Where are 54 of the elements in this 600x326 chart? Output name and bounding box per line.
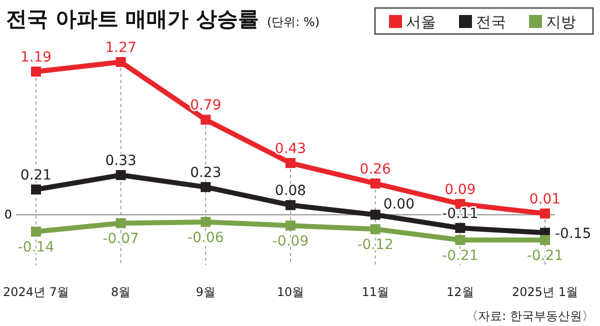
point: [455, 222, 466, 233]
x-tick-label: 8월: [111, 285, 131, 299]
data-label: 0.21: [20, 167, 52, 184]
data-label: -0.07: [102, 231, 139, 248]
point: [286, 200, 296, 210]
data-label: 0.00: [383, 196, 415, 213]
data-label: 0.09: [444, 182, 476, 198]
point: [540, 235, 550, 245]
point: [286, 220, 296, 231]
point: [540, 208, 550, 219]
data-label: -0.21: [526, 248, 564, 264]
x-tick-label: 12월: [446, 285, 474, 299]
data-label: 0.79: [190, 98, 222, 114]
point: [370, 224, 380, 234]
data-label: -0.14: [18, 240, 54, 256]
point: [116, 57, 126, 67]
point: [116, 170, 126, 180]
x-tick-label: 10월: [276, 285, 304, 299]
legend-label: 지방: [546, 13, 576, 31]
point: [200, 216, 211, 227]
point: [200, 182, 211, 192]
data-label: -0.12: [357, 237, 394, 254]
x-tick-label: 2024년 7월: [3, 285, 69, 299]
data-label: -0.06: [188, 230, 224, 246]
data-label: -0.11: [442, 206, 478, 222]
ref-line-label: 0: [4, 208, 12, 222]
point: [200, 114, 211, 125]
data-label: 1.27: [105, 40, 136, 56]
data-label: -0.09: [272, 234, 309, 250]
data-label: 1.19: [20, 50, 52, 66]
point: [116, 218, 126, 228]
legend-label: 서울: [406, 13, 436, 31]
data-label: 0.01: [529, 192, 561, 208]
legend-label: 전국: [476, 13, 506, 31]
chart-subtitle: (단위: %): [266, 15, 320, 29]
point: [31, 184, 41, 194]
point: [31, 66, 41, 77]
x-tick-label: 11월: [362, 285, 389, 299]
text: 〈자료: 한국부동산원〉: [466, 309, 594, 323]
point: [455, 235, 466, 245]
data-label: 0.33: [105, 153, 136, 170]
x-tick-label: 2025년 1월: [512, 285, 578, 299]
data-label: 0.26: [360, 161, 392, 178]
point: [370, 210, 380, 220]
x-tick-label: 9월: [196, 285, 216, 299]
point: [31, 226, 41, 237]
data-label: 0.08: [274, 183, 306, 200]
chart-title: 전국 아파트 매매가 상승률: [6, 7, 259, 31]
point: [286, 158, 296, 168]
data-label: 0.43: [274, 141, 306, 158]
data-label: -0.21: [442, 248, 478, 264]
point: [370, 178, 380, 188]
data-label: 0.23: [190, 165, 222, 182]
data-label: -0.15: [555, 226, 592, 242]
